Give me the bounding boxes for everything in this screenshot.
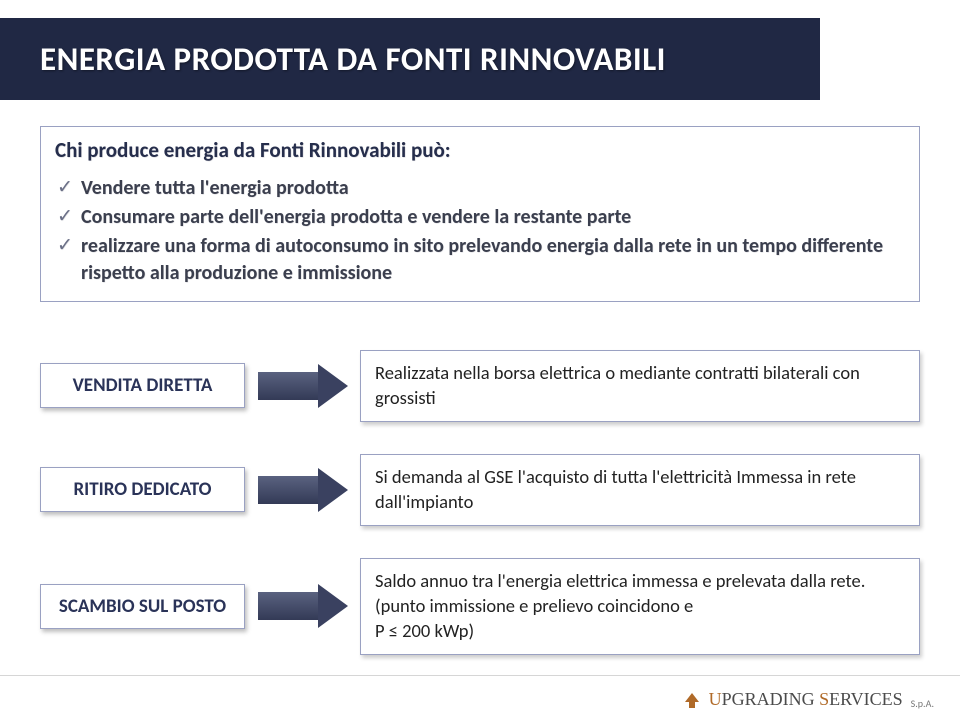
intro-item-text: realizzare una forma di autoconsumo in s… [81, 234, 883, 285]
row-vendita-diretta: VENDITA DIRETTA Realizzata nella borsa e… [40, 350, 920, 422]
arrow-right-icon [258, 468, 348, 512]
arrow-cell [245, 364, 360, 408]
intro-lead: Chi produce energia da Fonti Rinnovabili… [55, 137, 905, 163]
content-rows: VENDITA DIRETTA Realizzata nella borsa e… [40, 350, 920, 687]
page-title: ENERGIA PRODOTTA DA FONTI RINNOVABILI [40, 39, 666, 79]
intro-item: Consumare parte dell'energia prodotta e … [55, 204, 905, 231]
logo-arrow-icon [681, 688, 703, 710]
logo-suffix: S.p.A. [911, 697, 934, 710]
logo-pgrading: PGRADING [722, 689, 820, 709]
intro-item-text: Consumare parte dell'energia prodotta e … [81, 205, 631, 229]
footer-divider [0, 675, 960, 676]
tag-vendita-diretta: VENDITA DIRETTA [40, 363, 245, 408]
intro-box: Chi produce energia da Fonti Rinnovabili… [40, 126, 920, 302]
intro-list: Vendere tutta l'energia prodotta Consuma… [55, 175, 905, 287]
footer-logo: UPGRADING SERVICES S.p.A. [681, 688, 934, 710]
logo-ervices: ERVICES [829, 689, 903, 709]
title-banner: ENERGIA PRODOTTA DA FONTI RINNOVABILI [0, 18, 820, 100]
logo-s: S [819, 689, 829, 709]
arrow-cell [245, 584, 360, 628]
arrow-right-icon [258, 364, 348, 408]
desc-vendita-diretta: Realizzata nella borsa elettrica o media… [360, 350, 920, 422]
arrow-right-icon [258, 584, 348, 628]
desc-scambio-posto: Saldo annuo tra l'energia elettrica imme… [360, 558, 920, 655]
logo-text: UPGRADING SERVICES [709, 689, 903, 710]
intro-item: Vendere tutta l'energia prodotta [55, 175, 905, 202]
tag-scambio-posto: SCAMBIO SUL POSTO [40, 584, 245, 629]
row-ritiro-dedicato: RITIRO DEDICATO Si demanda al GSE l'acqu… [40, 454, 920, 526]
desc-ritiro-dedicato: Si demanda al GSE l'acquisto di tutta l'… [360, 454, 920, 526]
arrow-cell [245, 468, 360, 512]
logo-u: U [709, 689, 722, 709]
intro-item: realizzare una forma di autoconsumo in s… [55, 233, 905, 287]
row-scambio-posto: SCAMBIO SUL POSTO Saldo annuo tra l'ener… [40, 558, 920, 655]
tag-ritiro-dedicato: RITIRO DEDICATO [40, 467, 245, 512]
intro-item-text: Vendere tutta l'energia prodotta [81, 176, 349, 200]
